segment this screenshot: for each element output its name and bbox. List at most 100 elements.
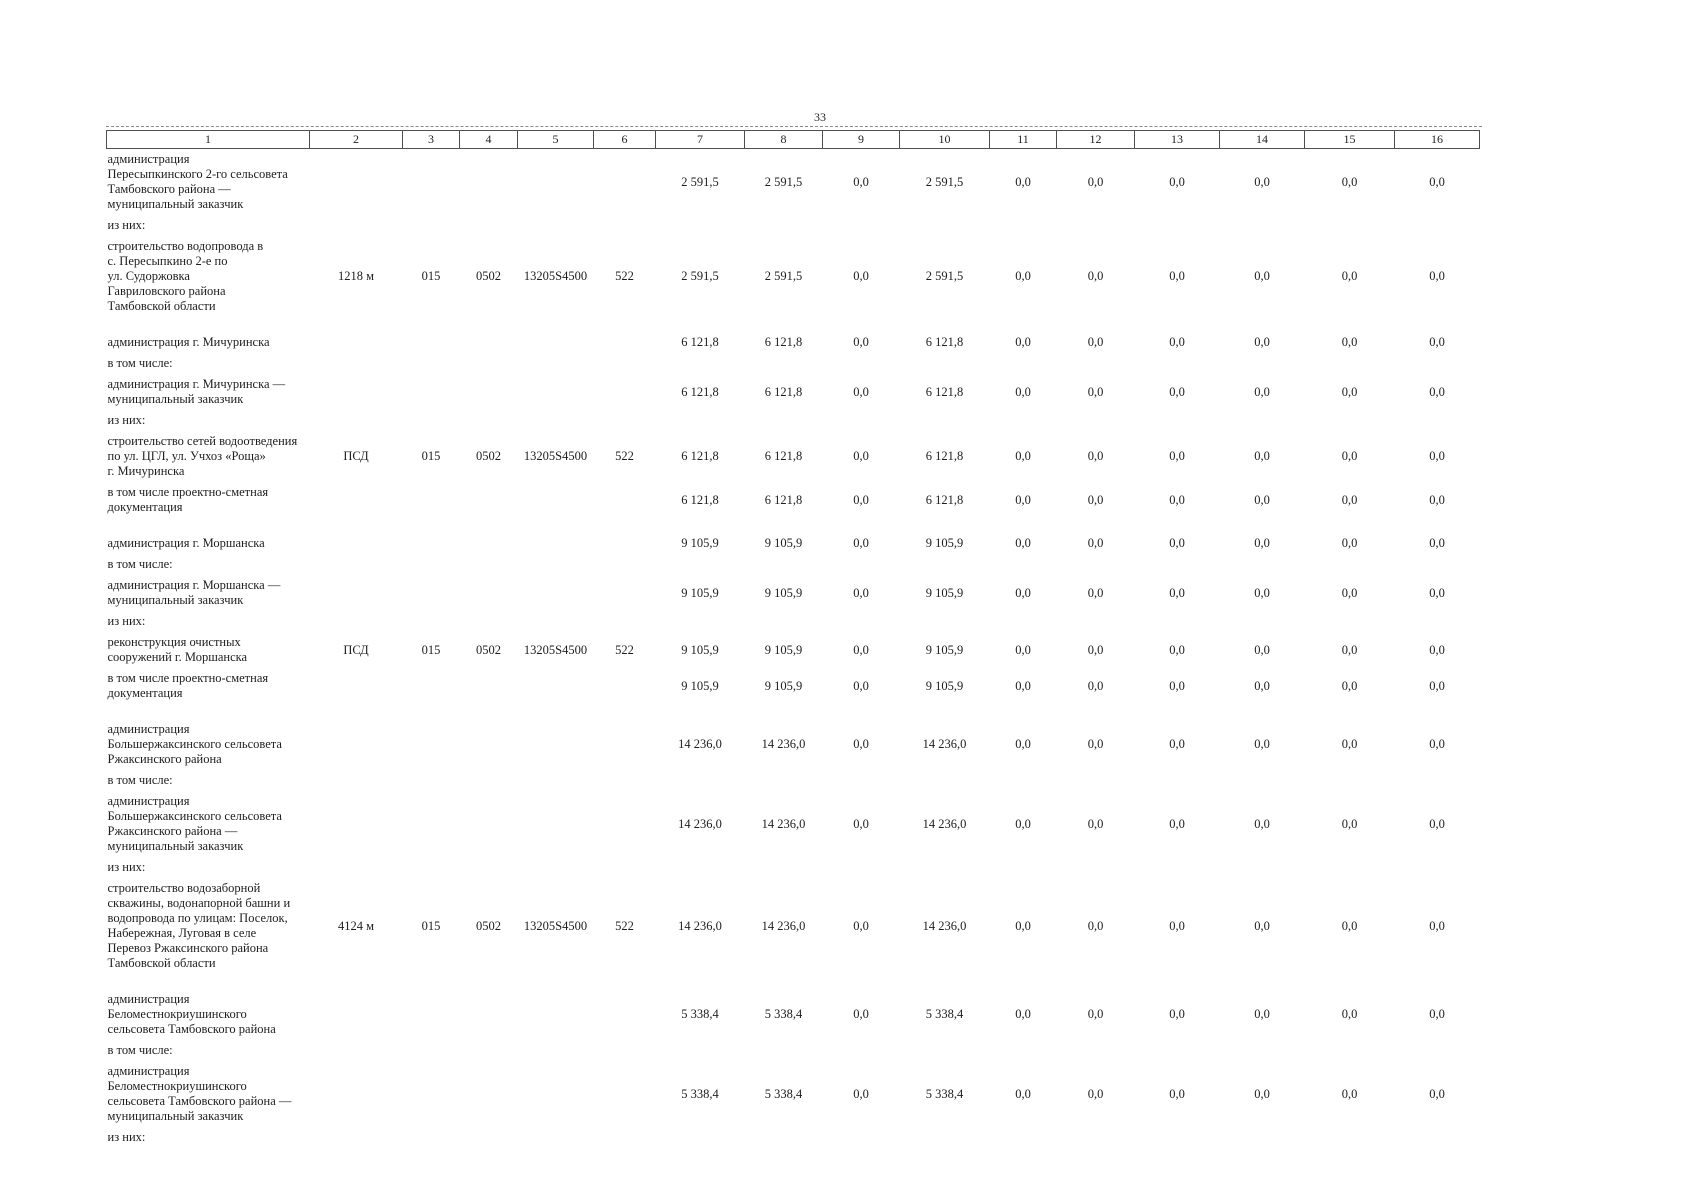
row-label-cell: администрация Пересыпкинского 2-го сельс… <box>107 152 288 211</box>
value-cell <box>1395 554 1480 575</box>
value-cell <box>1135 1040 1220 1061</box>
value-cell: 0,0 <box>1429 585 1445 600</box>
value-cell <box>1305 554 1395 575</box>
table-row: в том числе проектно-сметная документаци… <box>107 668 1480 704</box>
spacer-cell <box>107 974 1480 989</box>
value-cell: 0,0 <box>1429 536 1445 550</box>
value-cell <box>1395 353 1480 374</box>
value-cell: 0,0 <box>1169 269 1185 283</box>
value-cell <box>518 719 594 770</box>
value-cell: 0,0 <box>1429 174 1445 189</box>
value-cell: 015 <box>421 449 441 463</box>
value-cell: 0,0 <box>1015 536 1031 550</box>
value-cell <box>518 857 594 878</box>
value-cell: ПСД <box>343 449 369 463</box>
value-cell: 0,0 <box>1015 1007 1031 1021</box>
value-cell <box>403 668 460 704</box>
value-cell <box>460 770 518 791</box>
value-cell <box>310 575 403 611</box>
value-cell <box>1305 1127 1395 1148</box>
value-cell <box>310 989 403 1040</box>
column-header: 4 <box>459 130 518 149</box>
value-cell: 9 105,9 <box>764 536 803 550</box>
value-cell: 0,0 <box>1254 269 1270 283</box>
value-cell: 0,0 <box>1429 449 1445 463</box>
value-cell <box>518 791 594 857</box>
spacer-cell <box>107 704 1480 719</box>
value-cell <box>460 989 518 1040</box>
table-header-row: 1 2 3 4 5 6 7 8 9 10 11 12 13 14 15 16 <box>106 130 1480 149</box>
value-cell: 13205S4500 <box>523 642 588 657</box>
value-cell: 0,0 <box>1169 536 1185 550</box>
value-cell: 0,0 <box>1169 642 1185 657</box>
value-cell <box>594 353 656 374</box>
value-cell <box>656 215 745 236</box>
value-cell: 0502 <box>476 918 501 933</box>
value-cell: 0,0 <box>1087 1086 1104 1101</box>
row-label-cell: администрация Беломестнокриушинского сел… <box>107 992 276 1036</box>
value-cell: 0,0 <box>853 737 869 751</box>
value-cell <box>403 149 460 216</box>
table-row: администрация Большержаксинского сельсов… <box>107 719 1480 770</box>
value-cell <box>460 719 518 770</box>
value-cell <box>990 554 1057 575</box>
spacer-cell <box>107 317 1480 332</box>
row-label-cell: администрация г. Мичуринска <box>107 335 270 349</box>
row-label-cell: администрация Беломестнокриушинского сел… <box>107 1064 292 1123</box>
table-row: строительство водопровода в с. Пересыпки… <box>107 236 1480 317</box>
value-cell: 0,0 <box>1254 449 1270 463</box>
value-cell <box>403 575 460 611</box>
value-cell: 0,0 <box>1341 449 1358 463</box>
table-row: администрация Беломестнокриушинского сел… <box>107 989 1480 1040</box>
value-cell: 5 338,4 <box>681 1086 719 1101</box>
value-cell: 2 591,5 <box>764 174 803 189</box>
value-cell <box>403 719 460 770</box>
value-cell: 0,0 <box>1254 1007 1270 1021</box>
value-cell: 0,0 <box>1341 816 1358 831</box>
table-row: в том числе: <box>107 554 1480 575</box>
value-cell: 0,0 <box>1169 174 1185 189</box>
value-cell: 0,0 <box>1015 384 1031 399</box>
value-cell <box>310 149 403 216</box>
row-label-cell: администрация г. Мичуринска — муниципаль… <box>107 377 286 406</box>
value-cell <box>310 533 403 554</box>
value-cell <box>460 374 518 410</box>
value-cell: 0,0 <box>1341 174 1358 189</box>
value-cell <box>594 332 656 353</box>
value-cell: 9 105,9 <box>925 536 964 550</box>
value-cell <box>823 1127 900 1148</box>
value-cell <box>594 611 656 632</box>
value-cell <box>594 668 656 704</box>
table-row: в том числе проектно-сметная документаци… <box>107 482 1480 518</box>
value-cell: 6 121,8 <box>681 492 719 507</box>
value-cell <box>518 410 594 431</box>
value-cell: 015 <box>421 269 441 283</box>
value-cell <box>900 554 990 575</box>
value-cell <box>1057 1040 1135 1061</box>
value-cell <box>1135 215 1220 236</box>
value-cell <box>745 353 823 374</box>
spacer-row <box>107 317 1480 332</box>
table-row: администрация Большержаксинского сельсов… <box>107 791 1480 857</box>
value-cell <box>594 1061 656 1127</box>
value-cell <box>594 374 656 410</box>
row-label-cell: реконструкция очистных сооружений г. Мор… <box>107 635 248 664</box>
value-cell: 0,0 <box>1341 384 1358 399</box>
column-header: 6 <box>593 130 656 149</box>
value-cell <box>1395 611 1480 632</box>
column-header: 3 <box>402 130 460 149</box>
value-cell: 0,0 <box>1429 678 1445 693</box>
value-cell: 0,0 <box>1254 536 1270 550</box>
page-number: 33 <box>814 110 826 124</box>
value-cell <box>310 215 403 236</box>
value-cell: 6 121,8 <box>925 335 964 349</box>
value-cell <box>518 554 594 575</box>
value-cell <box>310 1040 403 1061</box>
table-row: из них: <box>107 215 1480 236</box>
value-cell <box>518 149 594 216</box>
value-cell: 0,0 <box>1015 918 1031 933</box>
value-cell <box>1395 215 1480 236</box>
column-header: 14 <box>1219 130 1305 149</box>
row-label-cell: в том числе: <box>107 1043 173 1057</box>
